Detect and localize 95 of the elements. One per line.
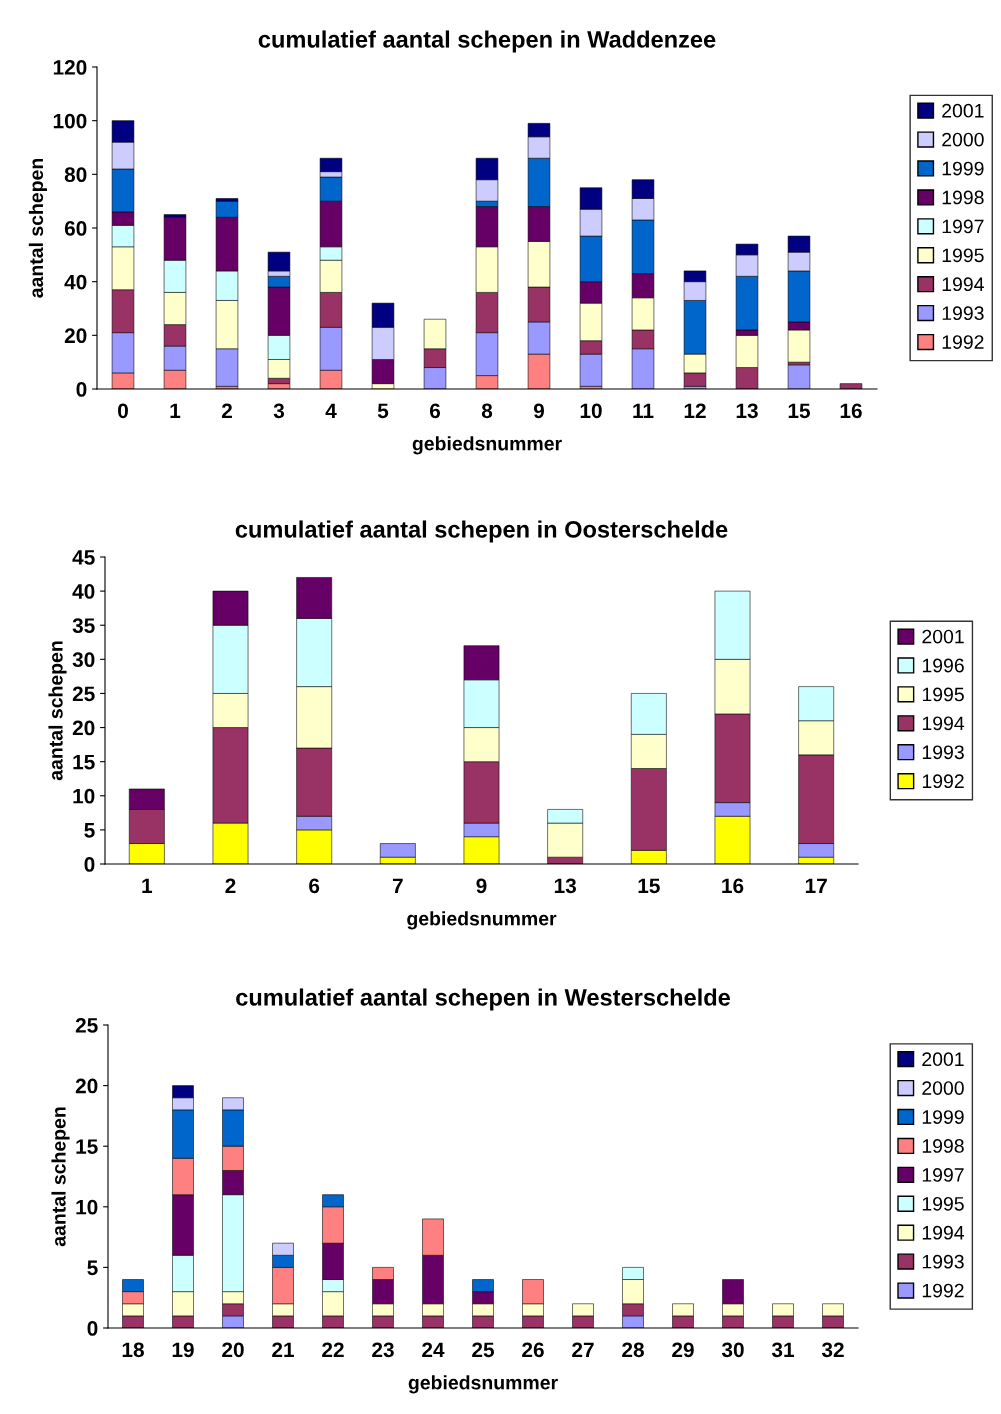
x-axis-title: gebiedsnummer <box>412 436 562 455</box>
x-tick-label: 27 <box>572 1342 594 1357</box>
y-tick-label: 20 <box>75 1078 98 1094</box>
y-axis-title: aantal schepen <box>28 158 47 298</box>
x-tick-label: 29 <box>672 1342 694 1358</box>
x-tick-label: 0 <box>118 403 128 419</box>
x-tick-label: 23 <box>372 1342 394 1358</box>
x-tick-label: 21 <box>272 1342 295 1357</box>
legend-label: 1999 <box>942 161 984 176</box>
y-tick-label: 20 <box>72 720 95 736</box>
y-axis-title: aantal schepen <box>48 641 67 781</box>
legend-label: 2001 <box>942 103 984 118</box>
legend-label: 1993 <box>942 306 984 321</box>
legend-label: 1992 <box>942 335 984 349</box>
x-tick-label: 9 <box>476 878 487 894</box>
x-tick-label: 2 <box>221 403 232 418</box>
legend-label: 1993 <box>922 1254 964 1269</box>
y-tick-label: 5 <box>87 1260 98 1276</box>
x-tick-label: 18 <box>122 1342 144 1358</box>
x-tick-label: 1 <box>142 878 153 893</box>
x-tick-label: 19 <box>172 1342 194 1358</box>
x-tick-label: 16 <box>722 878 744 894</box>
legend-label: 1998 <box>922 1139 964 1153</box>
y-tick-label: 45 <box>72 550 95 565</box>
legend-label: 1996 <box>922 658 964 673</box>
y-tick-label: 10 <box>76 1199 98 1215</box>
legend-label: 1992 <box>922 774 964 789</box>
x-tick-label: 17 <box>805 878 827 893</box>
x-tick-label: 11 <box>633 403 654 418</box>
x-tick-label: 3 <box>273 403 285 419</box>
y-tick-label: 15 <box>73 754 95 770</box>
x-tick-label: 25 <box>472 1342 495 1358</box>
x-axis-title: gebiedsnummer <box>408 1375 558 1394</box>
y-tick-label: 20 <box>64 328 87 344</box>
x-tick-label: 15 <box>638 878 660 894</box>
x-tick-label: 8 <box>481 403 493 419</box>
y-tick-label: 0 <box>84 857 95 872</box>
x-tick-label: 16 <box>840 403 862 419</box>
x-axis-title: gebiedsnummer <box>407 911 557 930</box>
y-tick-label: 0 <box>87 1321 98 1336</box>
chart-title: cumulatief aantal schepen in Oosterschelde <box>235 520 728 543</box>
legend-label: 1993 <box>922 745 964 760</box>
y-tick-label: 80 <box>64 167 87 183</box>
y-tick-label: 10 <box>73 788 95 804</box>
legend-label: 1994 <box>942 277 984 292</box>
y-tick-label: 60 <box>64 221 87 236</box>
y-tick-label: 30 <box>72 652 95 668</box>
y-tick-label: 15 <box>76 1139 98 1154</box>
legend-label: 1999 <box>922 1110 964 1124</box>
x-tick-label: 12 <box>684 403 706 418</box>
x-tick-label: 24 <box>422 1342 445 1357</box>
y-tick-label: 40 <box>72 584 95 599</box>
legend-label: 1997 <box>922 1168 964 1182</box>
chart-title: cumulatief aantal schepen in Waddenzee <box>258 30 716 53</box>
y-axis-title: aantal schepen <box>51 1107 70 1247</box>
x-tick-label: 15 <box>788 403 811 419</box>
x-tick-label: 22 <box>322 1342 344 1357</box>
x-tick-label: 28 <box>622 1342 644 1358</box>
legend-label: 1995 <box>922 687 964 702</box>
legend-label: 2000 <box>922 1081 964 1095</box>
y-tick-label: 35 <box>72 618 95 634</box>
x-tick-label: 32 <box>821 1342 844 1358</box>
x-tick-label: 20 <box>222 1342 244 1358</box>
legend-label: 1994 <box>922 1225 965 1240</box>
x-tick-label: 2 <box>225 878 236 893</box>
x-tick-label: 9 <box>533 403 545 419</box>
y-tick-label: 25 <box>72 686 95 702</box>
x-tick-label: 4 <box>325 403 337 418</box>
legend-label: 1995 <box>942 248 984 263</box>
legend-label: 1997 <box>942 219 984 234</box>
x-tick-label: 6 <box>309 878 320 894</box>
legend-label: 1992 <box>922 1283 964 1298</box>
x-tick-label: 7 <box>392 878 403 893</box>
x-tick-label: 6 <box>429 403 441 419</box>
x-tick-label: 13 <box>554 878 576 894</box>
legend-label: 2001 <box>922 1052 964 1067</box>
y-tick-label: 100 <box>53 113 87 129</box>
x-tick-label: 10 <box>580 403 602 419</box>
legend-label: 2000 <box>942 132 984 147</box>
legend-label: 1995 <box>922 1196 964 1211</box>
y-tick-label: 0 <box>76 382 87 397</box>
x-tick-label: 1 <box>170 403 181 418</box>
y-tick-label: 40 <box>64 274 87 290</box>
y-tick-label: 120 <box>53 60 87 75</box>
y-tick-label: 25 <box>75 1018 98 1033</box>
x-tick-label: 13 <box>736 403 758 419</box>
legend-label: 1994 <box>922 716 965 731</box>
x-tick-label: 31 <box>771 1342 795 1358</box>
x-tick-label: 5 <box>377 403 389 419</box>
x-tick-label: 30 <box>721 1342 744 1358</box>
y-tick-label: 5 <box>84 823 95 838</box>
legend-label: 2001 <box>922 629 964 644</box>
chart-title: cumulatief aantal schepen in Westerschelde <box>236 988 731 1011</box>
legend-label: 1998 <box>942 190 984 205</box>
x-tick-label: 26 <box>522 1342 544 1358</box>
